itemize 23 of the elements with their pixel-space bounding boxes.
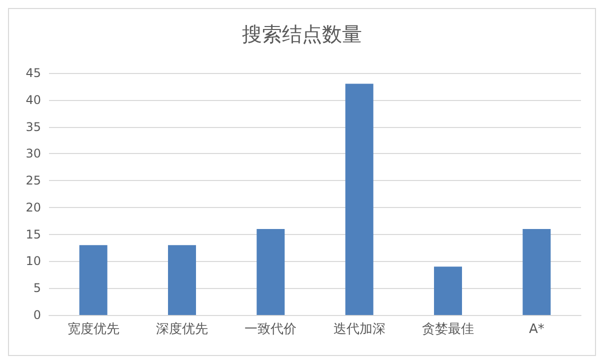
bar — [345, 84, 374, 315]
chart-title: 搜索结点数量 — [242, 22, 362, 46]
y-tick-label: 20 — [26, 200, 41, 214]
x-tick-label: 一致代价 — [244, 322, 297, 337]
bar — [168, 245, 196, 315]
y-tick-label: 35 — [26, 120, 41, 134]
y-tick-label: 25 — [26, 174, 41, 188]
x-tick-label: 迭代加深 — [333, 322, 386, 337]
y-tick-label: 5 — [33, 281, 41, 296]
x-tick-label: 宽度优先 — [67, 321, 120, 337]
y-tick-label: 0 — [33, 308, 41, 322]
x-tick-label: 贪婪最佳 — [422, 322, 474, 337]
y-tick-label: 10 — [26, 254, 41, 268]
y-tick-label: 40 — [26, 92, 41, 107]
bar — [256, 228, 285, 315]
bar — [434, 266, 462, 315]
x-tick-label: A* — [528, 322, 545, 337]
y-tick-label: 15 — [26, 227, 41, 242]
bar — [522, 228, 551, 315]
y-tick-label: 45 — [26, 66, 41, 80]
x-tick-label: 深度优先 — [156, 321, 208, 337]
y-tick-label: 30 — [26, 146, 41, 161]
bar — [79, 245, 108, 315]
